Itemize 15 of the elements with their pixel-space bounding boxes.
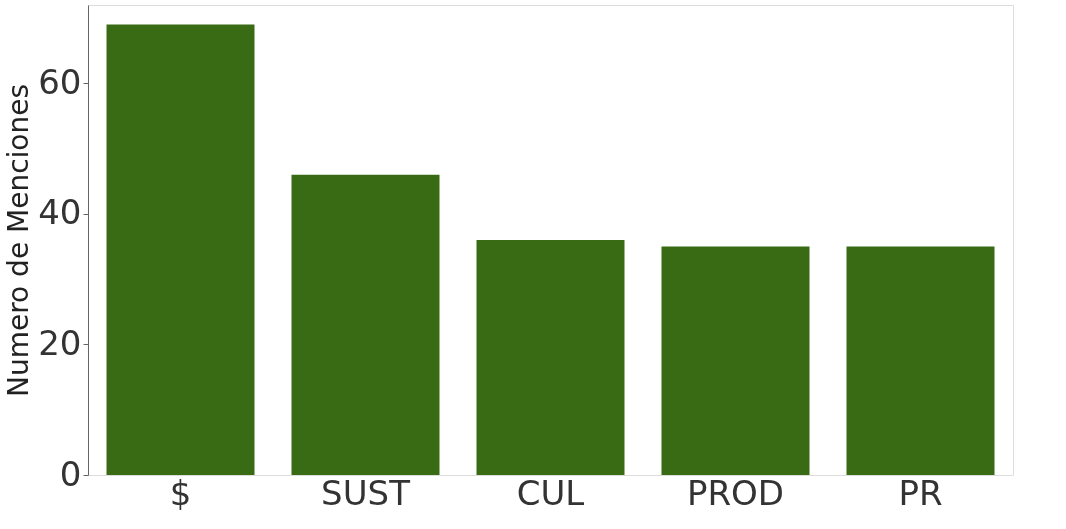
x-tick-label: PROD — [686, 472, 785, 513]
bar — [291, 174, 440, 475]
y-tick-label: 20 — [38, 322, 82, 363]
bar — [476, 240, 625, 475]
y-axis-title: Numero de Menciones — [2, 83, 36, 398]
x-tick-label: $ — [169, 472, 192, 513]
y-tick-label: 40 — [38, 192, 82, 233]
x-tick-label: SUST — [321, 472, 411, 513]
y-tick-label: 0 — [59, 453, 82, 494]
bar — [846, 246, 995, 475]
bar — [661, 246, 810, 475]
y-tick-label: 60 — [38, 61, 82, 102]
bar — [106, 24, 255, 475]
x-tick-label: PR — [898, 472, 943, 513]
x-tick-label: CUL — [516, 472, 585, 513]
